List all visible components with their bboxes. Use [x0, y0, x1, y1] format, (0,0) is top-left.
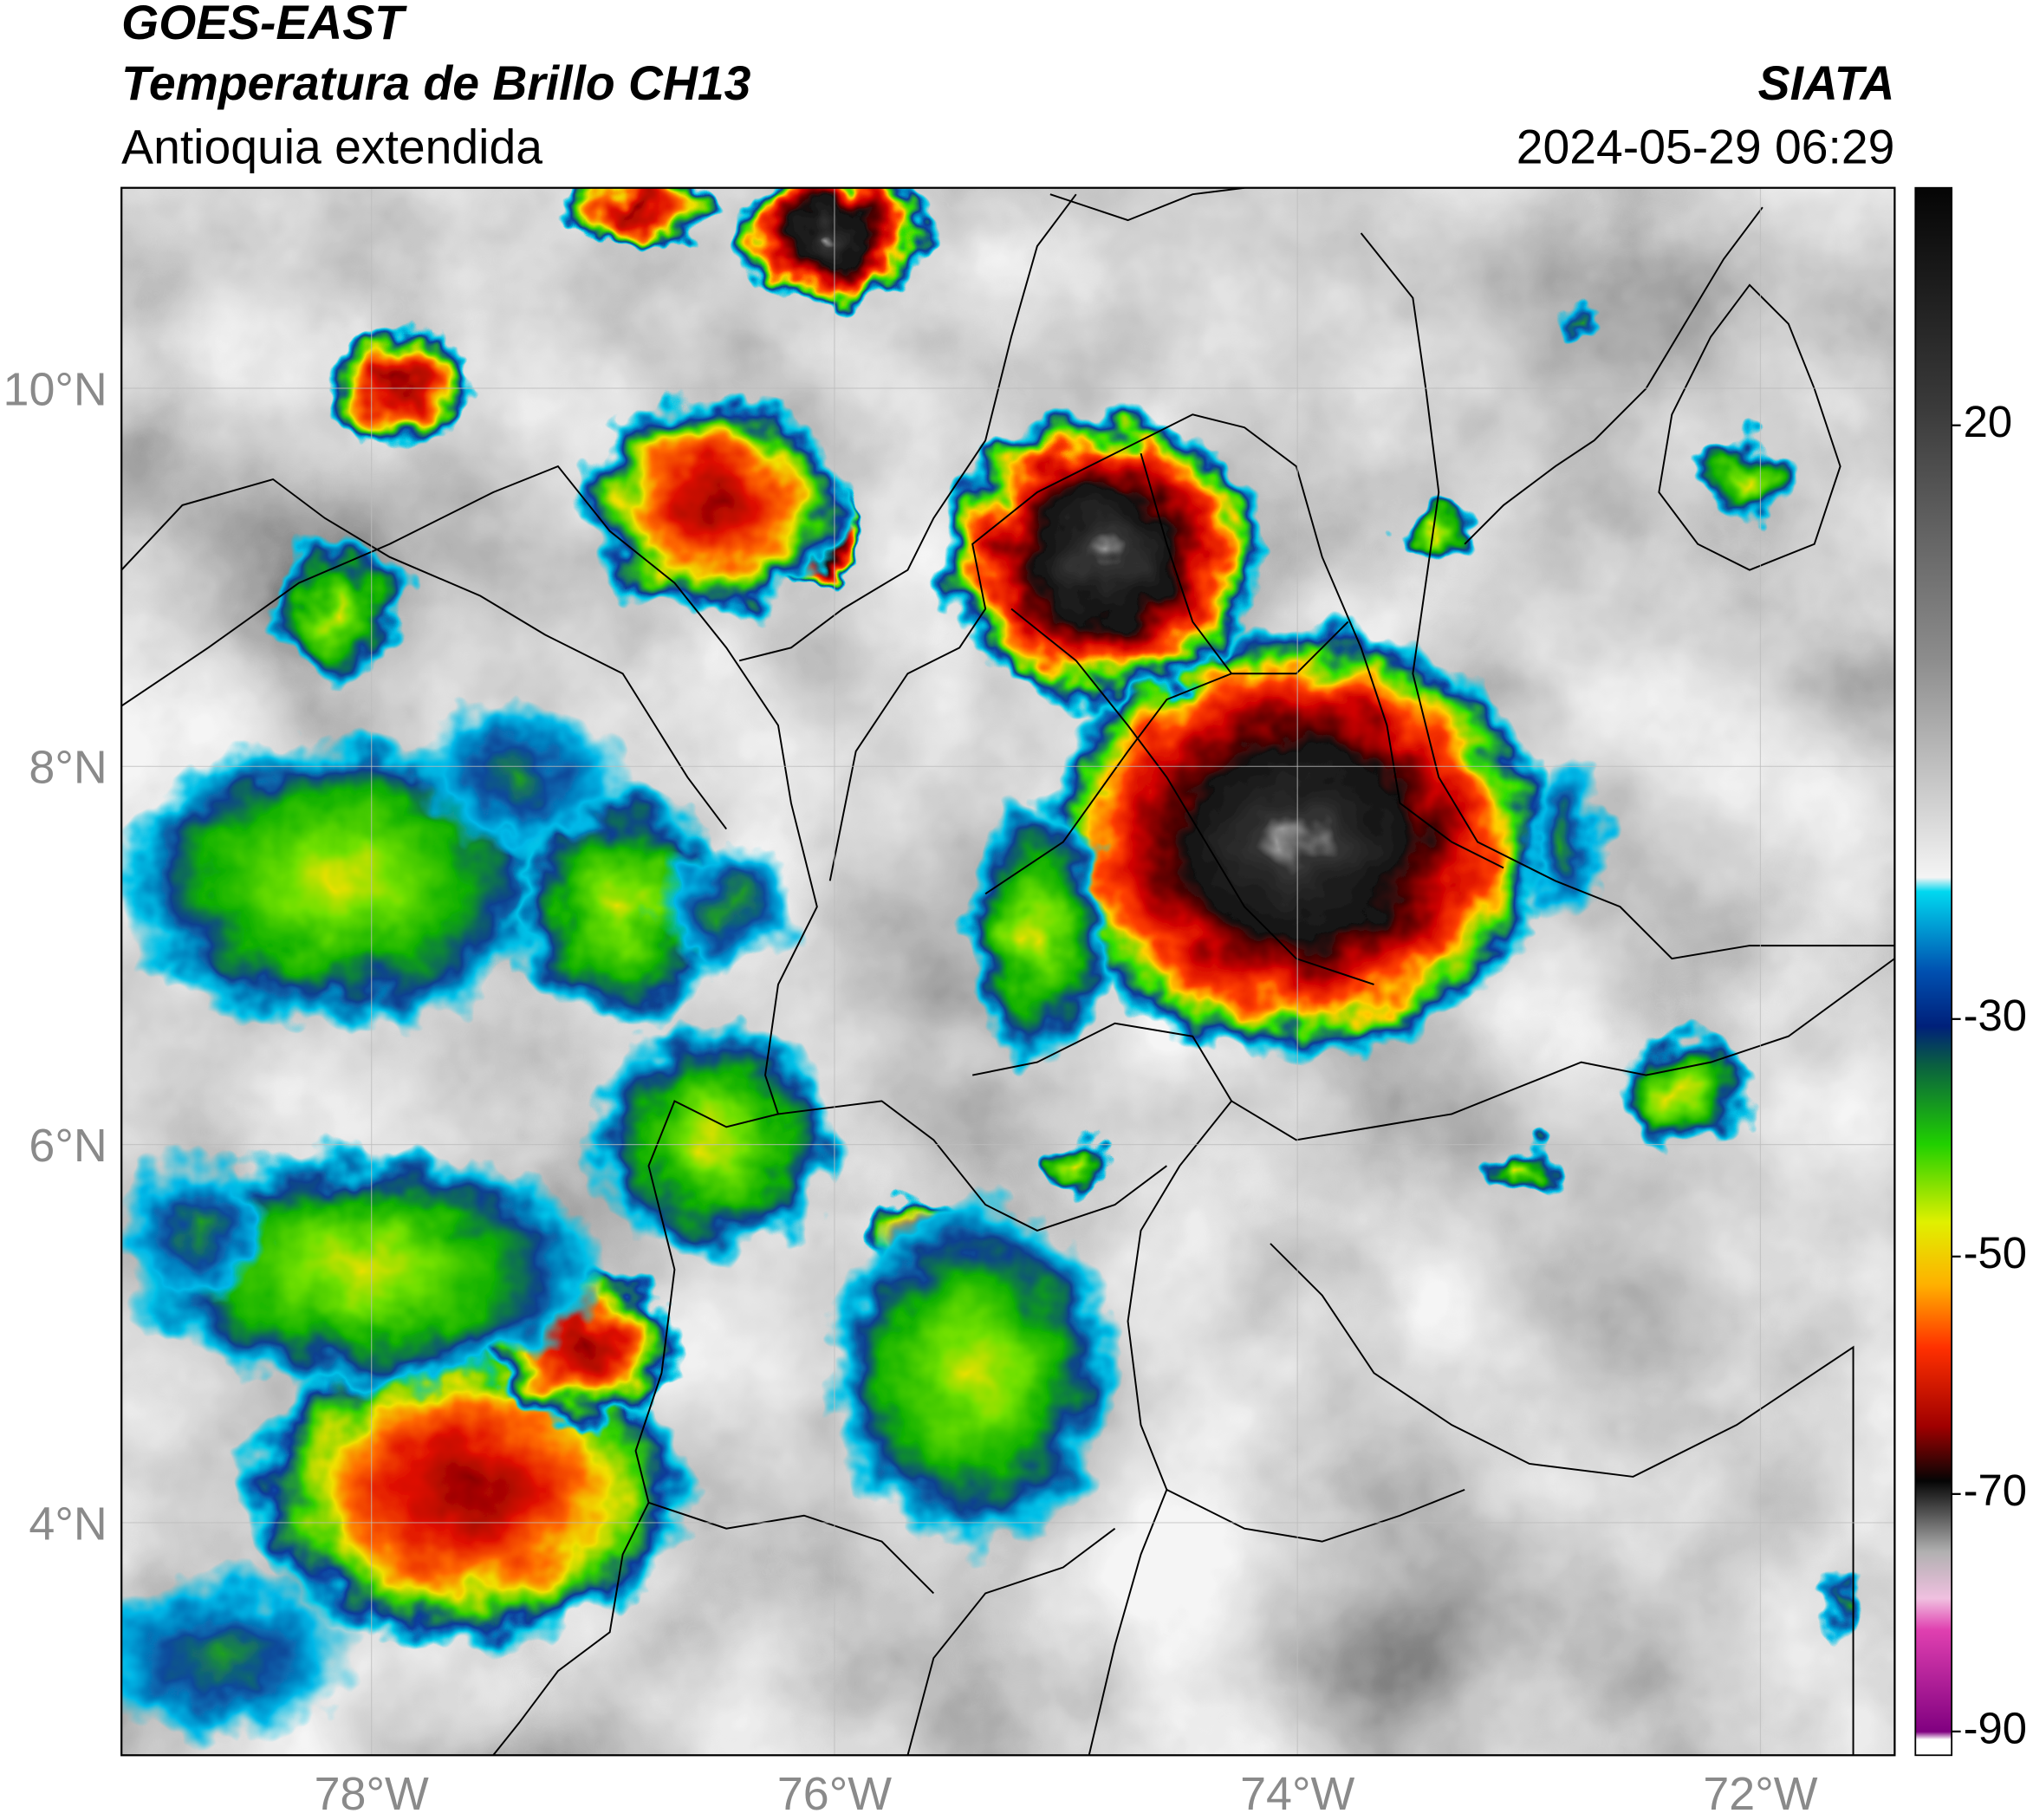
- lon-tick-label: 76°W: [777, 1768, 892, 1820]
- colorbar-tick-label: -70: [1964, 1466, 2027, 1515]
- cloud-blob: [959, 803, 1115, 1063]
- cloud-blob: [415, 699, 623, 855]
- title: GOES-EAST: [121, 0, 407, 49]
- lon-tick-label: 78°W: [315, 1768, 429, 1820]
- cloud-blob: [1695, 438, 1804, 521]
- colorbar-tick-label: -50: [1964, 1228, 2027, 1277]
- cloud-blob: [590, 1017, 837, 1264]
- cloud-blob: [732, 187, 927, 305]
- region: Antioquia extendida: [121, 120, 542, 173]
- cloud-blob: [121, 1153, 274, 1309]
- lat-tick-label: 10°N: [3, 363, 107, 415]
- cloud-blob: [823, 1198, 1122, 1549]
- cloud-blob: [557, 187, 714, 246]
- cloud-blob: [648, 842, 804, 972]
- map-frame: [120, 186, 1896, 1757]
- colorbar-ticks: -90 -70 -50 -30 20: [1952, 397, 2027, 1752]
- cloud-blob: [1614, 1030, 1757, 1147]
- colorbar: [1914, 186, 1953, 1757]
- cloud-blob: [1036, 621, 1556, 1063]
- cloud-blob: [273, 530, 403, 687]
- map-image: [121, 187, 1895, 1756]
- colorbar-tick-label: -90: [1964, 1703, 2027, 1752]
- axis-labels: 78°W 76°W 74°W 72°W 4°N 6°N 8°N 10°N: [3, 363, 1818, 1820]
- cloud-blob: [1488, 1141, 1558, 1204]
- cloud-blob: [1039, 1137, 1113, 1195]
- lat-tick-label: 4°N: [29, 1498, 107, 1550]
- cloud-blob: [121, 1574, 364, 1743]
- lat-tick-label: 6°N: [29, 1120, 107, 1172]
- lon-tick-label: 74°W: [1240, 1768, 1354, 1820]
- timestamp: 2024-05-29 06:29: [1517, 120, 1895, 173]
- colorbar-tick-label: 20: [1964, 397, 2013, 446]
- cloud-blob: [1821, 1580, 1861, 1633]
- cloud-blob: [1526, 757, 1610, 926]
- source: SIATA: [1758, 56, 1895, 110]
- cloud-blob: [1562, 302, 1601, 334]
- graticule: [121, 187, 1895, 1756]
- lat-tick-label: 8°N: [29, 742, 107, 794]
- colorbar-tick-label: -30: [1964, 991, 2027, 1040]
- cloud-blob: [1397, 502, 1481, 560]
- cloud-blob: [577, 394, 850, 615]
- subtitle: Temperatura de Brillo CH13: [121, 56, 750, 110]
- lon-tick-label: 72°W: [1703, 1768, 1817, 1820]
- cloud-blob: [939, 407, 1264, 706]
